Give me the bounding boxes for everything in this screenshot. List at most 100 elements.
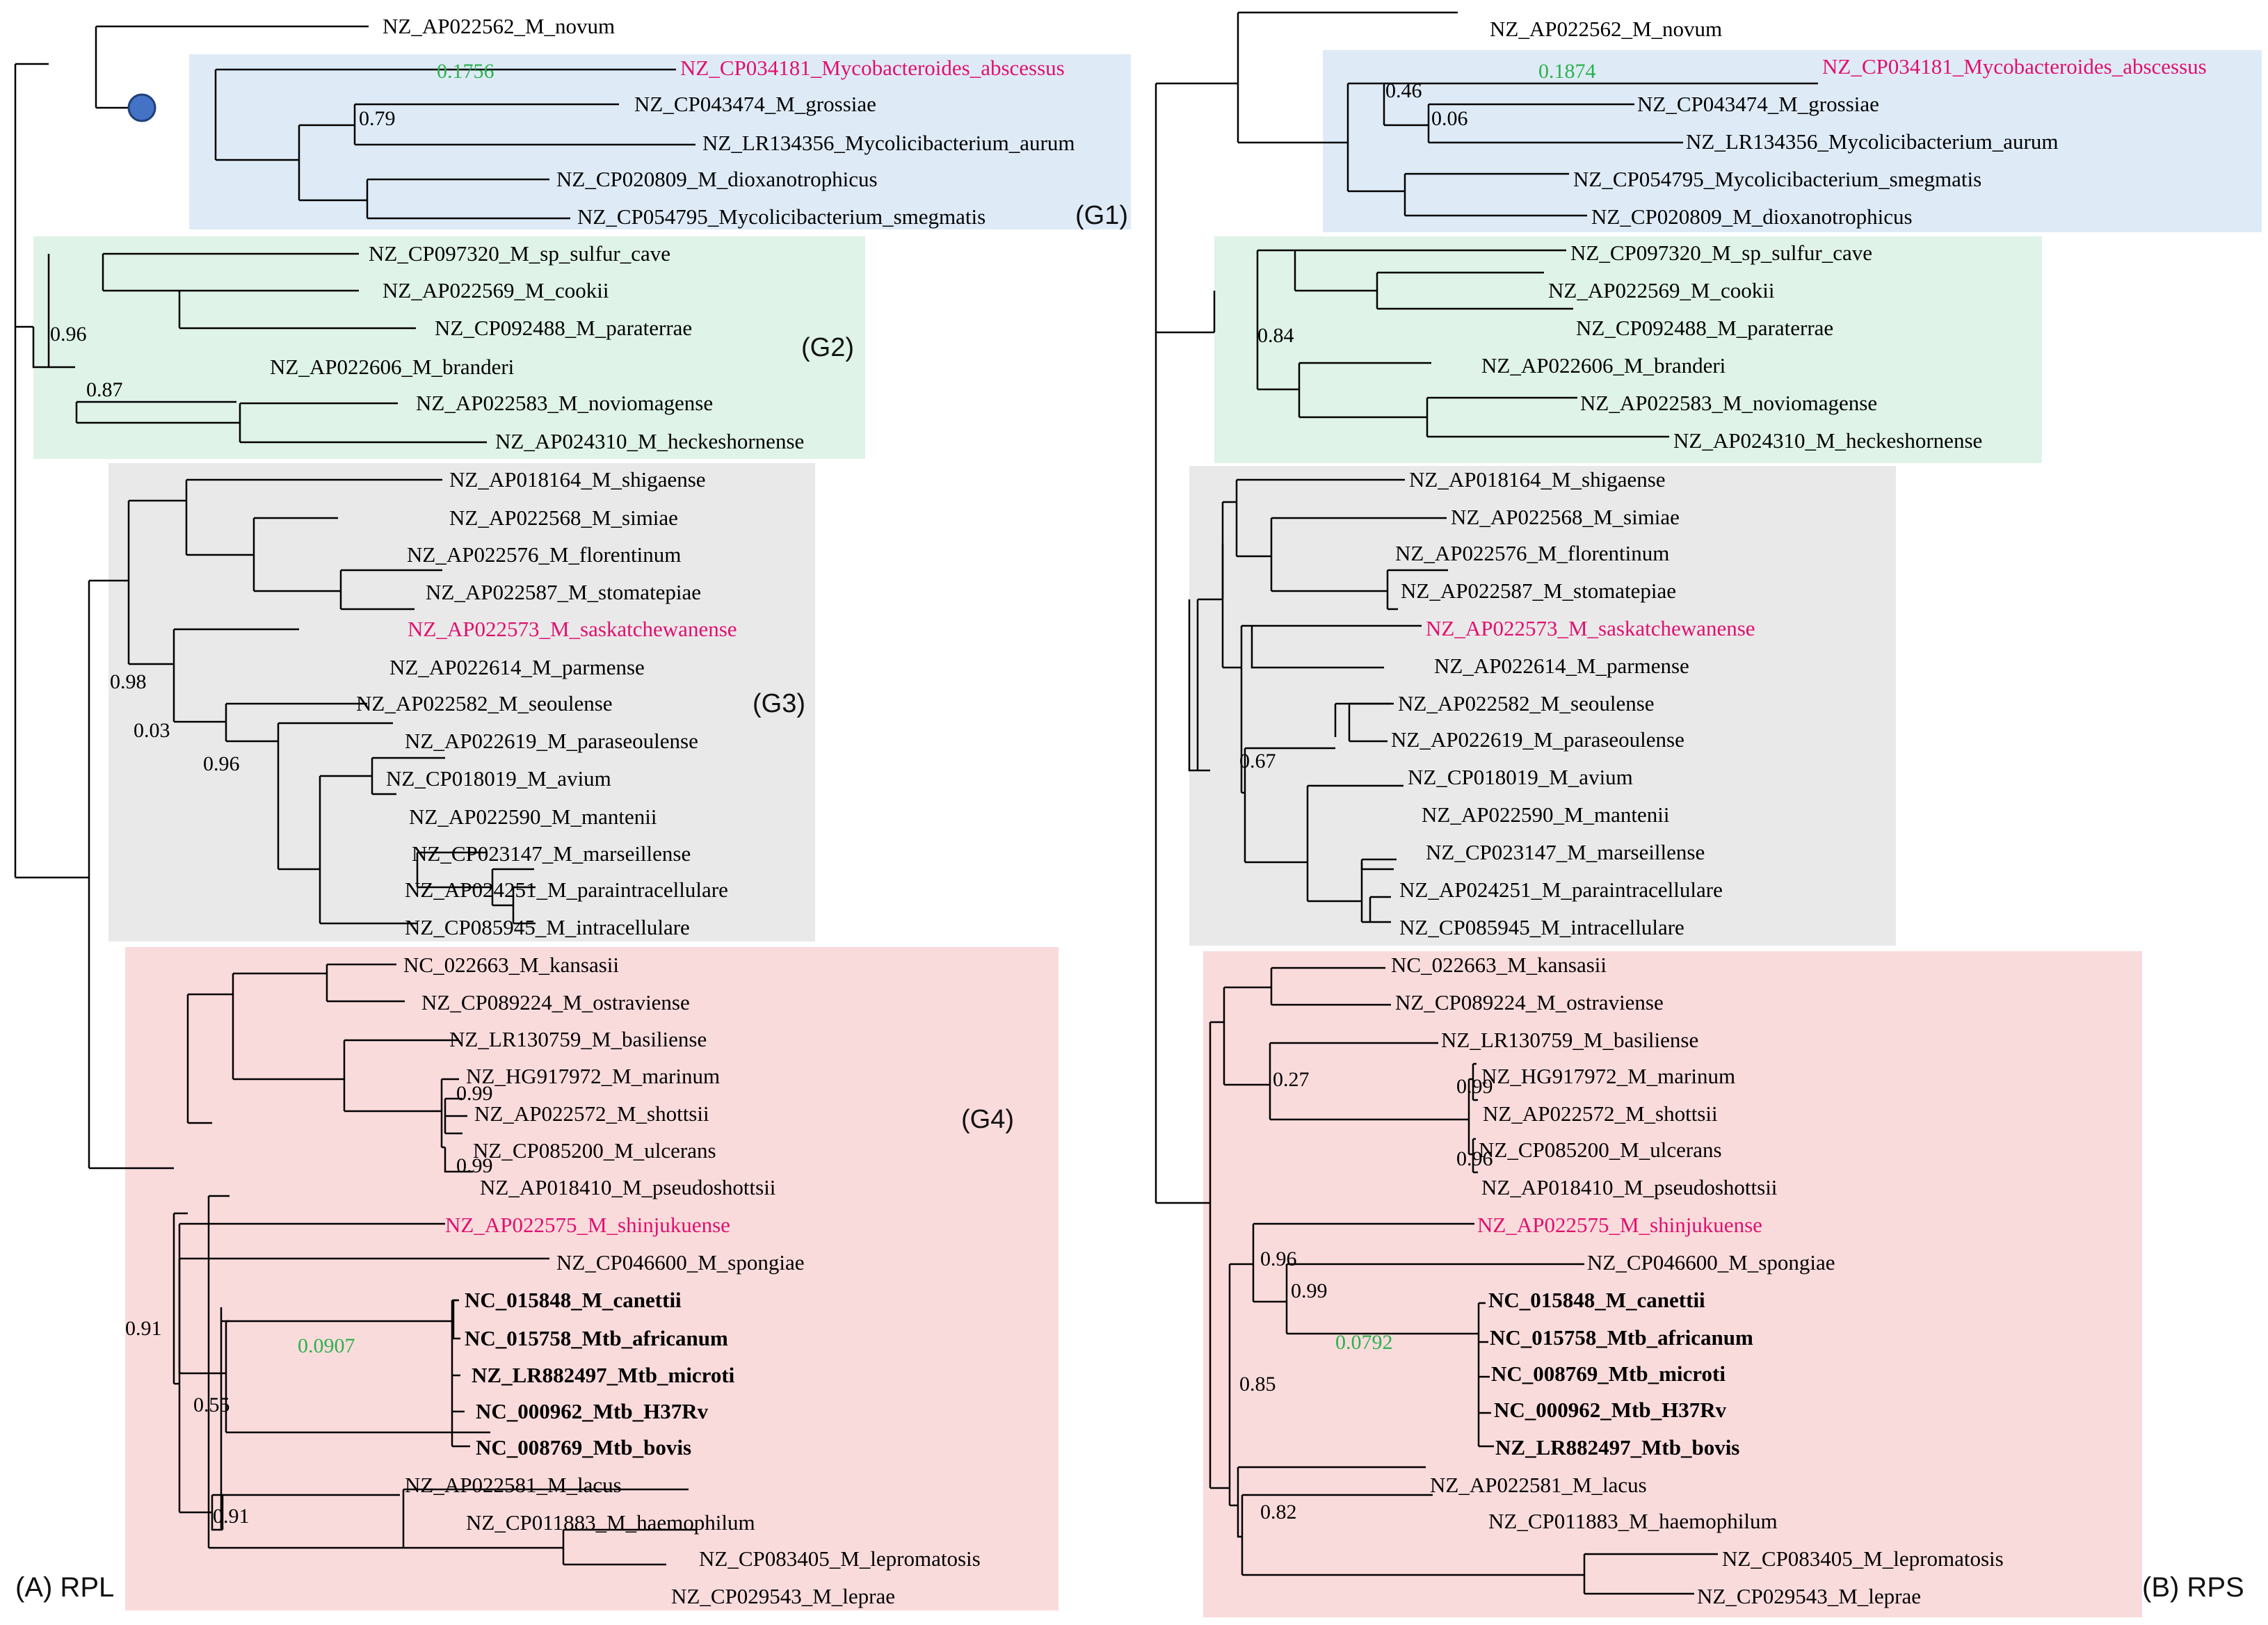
taxon-label-highlight: NZ_CP034181_Mycobacteroides_abscessus [680,56,1065,80]
g2-box-b [1214,236,2042,463]
taxon-label-mtb: NC_000962_Mtb_H37Rv [476,1399,709,1423]
panel-b: NZ_AP022562_M_novum NZ_CP034181_Mycobact… [1155,11,2262,1617]
g4-box-b [1203,951,2142,1617]
taxon-label: NZ_AP024310_M_heckeshornense [495,429,804,453]
taxon-label: NZ_AP022568_M_simiae [449,506,678,530]
branch-length-label: 0.0907 [298,1334,355,1357]
mtb-polytomy-b [1477,1302,1494,1448]
taxon-label-highlight: NZ_CP034181_Mycobacteroides_abscessus [1822,54,2207,79]
taxa-labels-a: NZ_AP022562_M_novum NZ_CP034181_Mycobact… [270,14,1075,1608]
taxon-label: NZ_AP018164_M_shigaense [449,467,706,492]
g1-box-b [1323,50,2262,232]
taxon-label: NZ_CP023147_M_marseillense [412,841,691,866]
taxon-label: NZ_AP022606_M_branderi [1481,353,1726,378]
support-value: 0.84 [1257,324,1294,347]
taxon-label: NZ_CP043474_M_grossiae [1637,92,1879,116]
support-value: 0.99 [1291,1279,1328,1302]
taxon-label: NZ_AP022587_M_stomatepiae [1401,579,1676,603]
mtb-polytomy-a [451,1299,470,1448]
support-value: 0.96 [1260,1247,1297,1270]
support-value: 0.96 [203,752,240,775]
support-value: 0.87 [86,378,123,401]
taxon-label: NZ_LR130759_M_basiliense [1441,1028,1698,1052]
panel-title-b: (B) RPS [2142,1572,2244,1603]
panel-a: NZ_AP022562_M_novum NZ_CP034181_Mycobact… [14,14,1131,1610]
support-values-a: 0.79 0.96 0.87 0.98 0.03 0.96 0.99 0.99 … [50,107,493,1528]
taxon-label: NZ_CP011883_M_haemophilum [466,1510,755,1535]
taxon-label: NZ_CP083405_M_lepromatosis [1722,1546,2004,1571]
taxon-label: NZ_AP022587_M_stomatepiae [426,580,701,604]
taxon-label: NZ_AP022583_M_noviomagense [1580,391,1877,415]
taxon-label: NZ_AP022562_M_novum [383,14,615,38]
support-value: 0.96 [50,323,87,346]
taxon-label: NZ_CP092488_M_paraterrae [435,316,692,340]
taxon-label-mtb: NC_008769_Mtb_bovis [476,1435,691,1460]
taxa-labels-b: NZ_AP022562_M_novum NZ_CP034181_Mycobact… [1391,17,2207,1608]
taxon-label-mtb: NZ_LR882497_Mtb_bovis [1495,1435,1739,1460]
taxon-label: NZ_CP046600_M_spongiae [1587,1250,1835,1275]
taxon-label: NZ_CP085200_M_ulcerans [1479,1138,1722,1162]
branch-length-label: 0.1874 [1538,60,1596,83]
taxon-label: NZ_AP018410_M_pseudoshottsii [1481,1175,1778,1199]
taxon-label: NZ_CP018019_M_avium [386,766,611,791]
taxon-label: NZ_AP022614_M_parmense [1434,654,1689,678]
taxon-label: NZ_AP022614_M_parmense [389,655,645,679]
taxon-label-mtb: NC_015758_Mtb_africanum [1490,1325,1753,1350]
taxon-label-mtb: NZ_LR882497_Mtb_microti [472,1363,735,1387]
group-label-g4: (G4) [961,1105,1014,1134]
taxon-label: NZ_AP022606_M_branderi [270,355,515,379]
taxon-label: NZ_CP054795_Mycolicibacterium_smegmatis [577,204,986,229]
taxon-label: NZ_AP022619_M_paraseoulense [1391,727,1684,752]
support-value: 0.91 [213,1505,250,1528]
g2-box [33,236,865,459]
taxon-label: NZ_AP022562_M_novum [1490,17,1722,41]
taxon-label-mtb: NC_015848_M_canettii [1488,1288,1705,1312]
group-label-g1: (G1) [1075,201,1128,230]
support-values-b: 0.46 0.06 0.84 0.67 0.27 0.99 0.96 0.96 … [1239,79,1493,1523]
support-value: 0.98 [110,670,147,693]
taxon-label: NZ_CP054795_Mycolicibacterium_smegmatis [1573,167,1981,191]
taxon-label: NZ_CP023147_M_marseillense [1426,840,1705,864]
tree-branches-b [1155,11,1818,1595]
taxon-label: NZ_AP018410_M_pseudoshottsii [480,1175,776,1199]
support-value: 0.27 [1273,1068,1310,1091]
taxon-label: NC_022663_M_kansasii [1391,953,1607,977]
taxon-label-mtb: NC_000962_Mtb_H37Rv [1494,1398,1727,1422]
taxon-label: NZ_CP083405_M_lepromatosis [699,1546,981,1571]
taxon-label-mtb: NC_008769_Mtb_microti [1491,1361,1726,1386]
taxon-label: NZ_AP022590_M_mantenii [409,805,657,829]
taxon-label: NZ_CP043474_M_grossiae [634,92,876,116]
taxon-label-highlight: NZ_AP022573_M_saskatchewanense [1426,616,1755,640]
taxon-label: NZ_CP029543_M_leprae [671,1584,895,1608]
support-value: 0.91 [125,1317,162,1340]
taxon-label-mtb: NC_015848_M_canettii [465,1288,682,1312]
taxon-label: NZ_AP022576_M_florentinum [1395,541,1669,565]
taxon-label: NZ_AP022581_M_lacus [1430,1473,1647,1497]
support-value: 0.55 [193,1393,230,1416]
taxon-label: NZ_CP085200_M_ulcerans [473,1138,716,1163]
taxon-label-highlight: NZ_AP022575_M_shinjukuense [445,1213,730,1237]
taxon-label: NZ_CP020809_M_dioxanotrophicus [1591,204,1913,229]
g3-box [108,463,815,941]
taxon-label: NZ_AP022583_M_noviomagense [416,391,713,415]
taxon-label: NZ_AP022581_M_lacus [405,1473,622,1497]
taxon-label: NZ_AP024251_M_paraintracellulare [1399,878,1723,902]
taxon-label: NZ_AP022590_M_mantenii [1422,802,1670,827]
group-label-g3: (G3) [753,689,805,718]
support-value: 0.99 [456,1082,493,1105]
taxon-label: NZ_CP011883_M_haemophilum [1488,1509,1778,1533]
taxon-label: NZ_CP097320_M_sp_sulfur_cave [369,241,670,266]
taxon-label: NZ_HG917972_M_marinum [466,1064,720,1088]
taxon-label: NZ_LR130759_M_basiliense [449,1027,707,1051]
taxon-label: NZ_AP022582_M_seoulense [1398,691,1655,716]
taxon-label-highlight: NZ_AP022575_M_shinjukuense [1477,1213,1762,1237]
taxon-label: NZ_AP022572_M_shottsii [1483,1101,1718,1126]
taxon-label-highlight: NZ_AP022573_M_saskatchewanense [408,617,737,641]
support-value: 0.67 [1239,750,1276,773]
taxon-label: NZ_AP022619_M_paraseoulense [405,729,698,753]
support-value: 0.85 [1239,1373,1276,1396]
tree-branches-a [14,25,695,1566]
group-label-g2: (G2) [801,333,854,362]
taxon-label: NZ_HG917972_M_marinum [1481,1064,1735,1088]
branch-length-label: 0.1756 [437,60,494,83]
